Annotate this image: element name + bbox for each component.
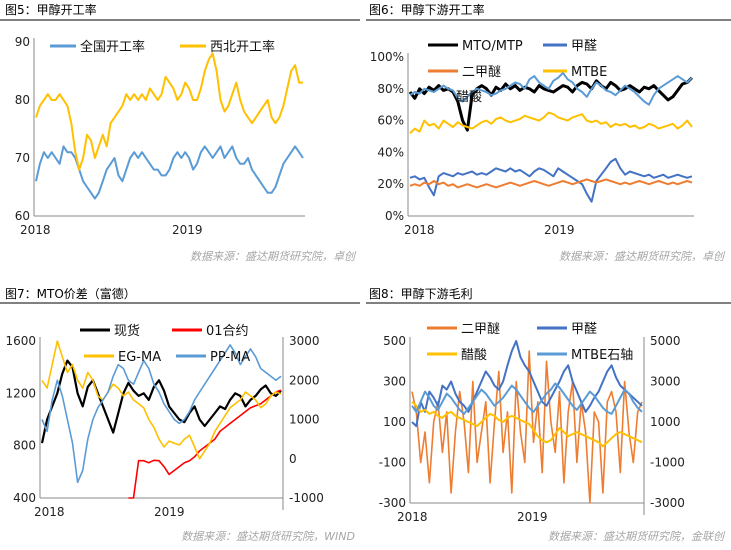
- panel-1-title: 图5：甲醇开工率: [5, 2, 97, 17]
- y-tick-label: 80: [15, 93, 30, 107]
- y-tick-label: -100: [379, 456, 406, 470]
- series-line-4: [409, 111, 693, 135]
- series-line-2: [128, 389, 282, 499]
- x-tick-label: 2018: [404, 223, 435, 237]
- y2-tick-label: 2000: [289, 373, 320, 387]
- panel-3-legend: 现货 01合约 EG-MA PP-MA: [80, 323, 250, 365]
- y2-tick-label: 5000: [650, 334, 681, 348]
- series-line-4: [411, 382, 643, 415]
- x-tick-label: 2019: [154, 505, 185, 519]
- y2-tick-label: -3000: [650, 496, 685, 510]
- legend-label: 01合约: [206, 324, 249, 339]
- x-tick-label: 2018: [20, 223, 51, 237]
- series-line-1: [40, 359, 282, 444]
- x-tick-label: 2018: [34, 505, 65, 519]
- series-line-1: [411, 350, 643, 504]
- y-tick-label: 100%: [370, 50, 404, 64]
- y-tick-label: 60%: [377, 114, 404, 128]
- panel-3-title: 图7：MTO价差（富德）: [5, 286, 136, 301]
- y-tick-label: 0%: [385, 209, 404, 223]
- series-line-3: [41, 340, 282, 460]
- legend-label: MTBE石轴: [571, 348, 633, 363]
- panel-2-plot: 0% 20% 40% 60% 80% 100% 2018 2019: [370, 50, 694, 237]
- legend-label: MTO/MTP: [462, 39, 523, 54]
- legend-label: 甲醛: [571, 321, 597, 337]
- y-tick-label: 400: [13, 491, 36, 505]
- panel-4-plot: -300 -100 100 300 500 -3000 -1000 1000 3000 5000 2…: [379, 334, 685, 524]
- y2-tick-label: -1000: [650, 456, 685, 470]
- y-tick-label: 100: [383, 415, 406, 429]
- panel-1-source: 数据来源：盛达期货研究院，卓创: [190, 250, 357, 263]
- y-tick-label: 20%: [377, 177, 404, 191]
- panel-1-plot: 60 70 80 90 2018 2019: [15, 35, 305, 237]
- legend-label: EG-MA: [118, 350, 161, 365]
- panel-2-title: 图6：甲醇下游开工率: [369, 2, 485, 17]
- y-tick-label: 500: [383, 334, 406, 348]
- panel-2-source: 数据来源：盛达期货研究院，卓创: [559, 250, 726, 263]
- y-tick-label: 70: [15, 151, 30, 165]
- legend-label: 醋酸: [456, 89, 482, 105]
- panel-4-source: 数据来源：盛达期货研究院，金联创: [548, 530, 726, 543]
- series-line-1: [408, 76, 694, 132]
- legend-label: 现货: [114, 323, 140, 339]
- x-tick-label: 2019: [517, 510, 548, 524]
- y-tick-label: 60: [15, 209, 30, 223]
- y-tick-label: 1200: [5, 386, 36, 400]
- y2-tick-label: 3000: [650, 375, 681, 389]
- series-line-1: [35, 145, 304, 200]
- x-tick-label: 2019: [544, 223, 575, 237]
- legend-label: PP-MA: [210, 350, 250, 365]
- panel-3-plot: 400 800 1200 1600 -1000 0 1000 2000 3000 2018 2019: [5, 334, 323, 519]
- y2-tick-label: -1000: [289, 491, 324, 505]
- panel-4: 图8：甲醇下游毛利 -300 -100 100 300 500 -3000 -1000 100…: [366, 286, 731, 543]
- panel-1: 图5：甲醇开工率 60 70 80 90 2018 2019 全国开工率 西北开工率 数据来…: [0, 2, 360, 263]
- legend-label: 醋酸: [461, 347, 487, 363]
- series-line-3: [411, 401, 643, 448]
- y2-tick-label: 3000: [289, 334, 320, 348]
- series-line-4: [41, 344, 282, 484]
- y-tick-label: 300: [383, 375, 406, 389]
- legend-label: 甲醛: [571, 38, 597, 54]
- series-line-5: [409, 71, 693, 106]
- y-tick-label: 80%: [377, 82, 404, 96]
- panel-1-legend: 全国开工率 西北开工率: [50, 39, 275, 55]
- x-tick-label: 2018: [397, 510, 428, 524]
- x-tick-label: 2019: [172, 223, 203, 237]
- y-tick-label: 40%: [377, 145, 404, 159]
- legend-label: 西北开工率: [210, 39, 275, 55]
- y2-tick-label: 1000: [289, 413, 320, 427]
- series-line-2: [411, 340, 643, 428]
- y-tick-label: 1600: [5, 334, 36, 348]
- series-line-2: [35, 52, 303, 171]
- series-line-3: [409, 178, 693, 189]
- panel-3: 图7：MTO价差（富德） 400 800 1200 1600 -1000 0 1000 200…: [0, 286, 360, 543]
- panel-2: 图6：甲醇下游开工率 0% 20% 40% 60% 80% 100% 2018 2019 MT…: [366, 2, 731, 263]
- y2-tick-label: 0: [289, 452, 297, 466]
- y-tick-label: -300: [379, 496, 406, 510]
- legend-label: MTBE: [571, 65, 607, 80]
- legend-label: 二甲醚: [461, 322, 500, 337]
- panel-3-source: 数据来源：盛达期货研究院，WIND: [181, 530, 355, 543]
- legend-label: 二甲醚: [462, 65, 501, 80]
- series-line-2: [409, 157, 693, 203]
- panel-4-title: 图8：甲醇下游毛利: [369, 286, 473, 301]
- y-tick-label: 90: [15, 35, 30, 49]
- y-tick-label: 800: [13, 439, 36, 453]
- legend-label: 全国开工率: [80, 39, 145, 55]
- y2-tick-label: 1000: [650, 415, 681, 429]
